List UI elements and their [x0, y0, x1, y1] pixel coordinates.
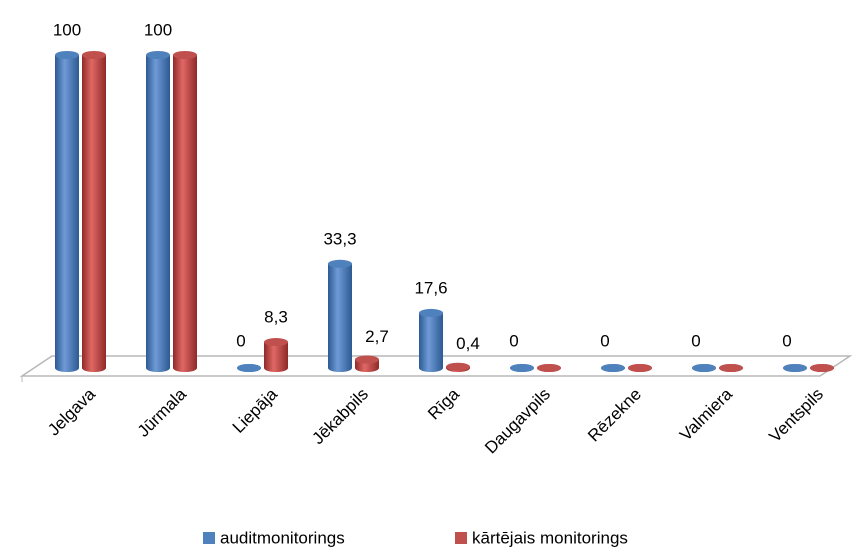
bar — [537, 364, 561, 372]
bar-top — [55, 51, 79, 59]
bar-body — [328, 263, 352, 368]
bar-body — [146, 55, 170, 368]
bar-top — [419, 308, 443, 317]
legend-label: auditmonitorings — [220, 528, 345, 547]
bar — [173, 51, 197, 372]
bar — [419, 308, 443, 372]
bar-top — [446, 362, 470, 371]
bar-body — [355, 359, 379, 368]
bar — [82, 51, 106, 372]
bar — [628, 364, 652, 372]
x-tick-label: Valmiera — [676, 384, 736, 444]
legend-swatch — [455, 532, 467, 544]
bar-top — [264, 338, 288, 347]
bar — [783, 364, 807, 372]
x-tick-label: Rēzekne — [584, 385, 645, 446]
bar — [510, 364, 534, 372]
x-tick-label: Jūrmala — [134, 384, 191, 441]
bar — [237, 364, 261, 372]
bar — [810, 364, 834, 372]
x-tick-label: Daugavpils — [481, 385, 554, 458]
x-tick-label: Rīga — [424, 384, 463, 423]
bar-top — [810, 364, 834, 372]
bar — [719, 364, 743, 372]
bar-top — [783, 364, 807, 372]
bar-top — [692, 364, 716, 372]
bar-body — [419, 312, 443, 368]
bar — [355, 355, 379, 372]
value-label: 33,3 — [323, 229, 356, 248]
bar — [446, 362, 470, 372]
legend-label: kārtējais monitorings — [472, 528, 628, 547]
value-label: 100 — [144, 20, 172, 39]
bar-top — [355, 355, 379, 364]
x-tick-label: Jelgava — [44, 384, 99, 439]
value-label: 0 — [236, 331, 245, 350]
bar-body — [82, 55, 106, 368]
bar-top — [173, 51, 197, 59]
value-label: 8,3 — [264, 308, 288, 327]
bar-top — [601, 364, 625, 372]
bar-top — [328, 259, 352, 268]
value-label: 100 — [53, 20, 81, 39]
bar-top — [146, 51, 170, 59]
bar-top — [237, 364, 261, 372]
bar-top — [537, 364, 561, 372]
bar-body — [173, 55, 197, 368]
value-label: 0 — [600, 331, 609, 350]
bar — [328, 259, 352, 372]
bar-top — [510, 364, 534, 372]
bar — [55, 51, 79, 372]
bar-body — [264, 342, 288, 368]
bar — [146, 51, 170, 372]
x-tick-label: Liepāja — [229, 384, 282, 437]
value-label: 17,6 — [414, 278, 447, 297]
value-label: 0 — [691, 331, 700, 350]
bar-top — [719, 364, 743, 372]
bar — [601, 364, 625, 372]
value-label: 2,7 — [365, 327, 389, 346]
legend-swatch — [203, 532, 215, 544]
bar — [692, 364, 716, 372]
bar — [264, 338, 288, 372]
x-tick-label: Ventspils — [765, 385, 827, 447]
bar-top — [628, 364, 652, 372]
value-label: 0,4 — [456, 334, 480, 353]
bar-top — [82, 51, 106, 59]
value-label: 0 — [509, 331, 518, 350]
value-label: 0 — [782, 331, 791, 350]
x-tick-label: Jēkabpils — [308, 385, 372, 449]
bar-body — [55, 55, 79, 368]
